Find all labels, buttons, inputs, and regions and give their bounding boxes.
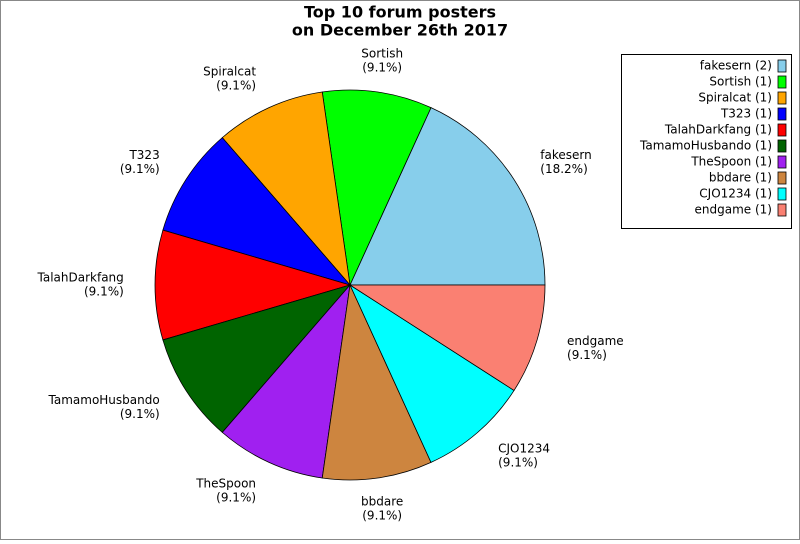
pie-slice	[349, 107, 546, 286]
legend-label: TamamoHusbando (1)	[639, 139, 772, 153]
legend-label: bbdare (1)	[709, 171, 772, 185]
legend-label: TalahDarkfang (1)	[664, 123, 772, 137]
legend-label: Sortish (1)	[709, 75, 772, 89]
pie-slice	[162, 137, 352, 286]
slice-label: fakesern	[540, 148, 591, 162]
legend-label: Spiralcat (1)	[698, 91, 772, 105]
chart-title: Top 10 forum posters	[304, 3, 496, 22]
legend-swatch	[777, 59, 787, 73]
slice-value-label: (9.1%)	[216, 79, 256, 93]
legend-swatch	[777, 187, 787, 201]
legend-swatch	[777, 75, 787, 89]
legend-swatch	[777, 203, 787, 217]
pie-slice	[321, 89, 432, 287]
pie-slice	[154, 229, 352, 341]
legend-box	[621, 54, 792, 229]
slice-value-label: (9.1%)	[216, 490, 256, 504]
slice-value-label: (9.1%)	[498, 455, 538, 469]
legend-label: TheSpoon (1)	[690, 155, 772, 169]
legend-label: fakesern (2)	[700, 59, 772, 73]
pie-slice	[162, 284, 352, 433]
pie-slice	[221, 91, 351, 287]
slice-value-label: (9.1%)	[120, 162, 160, 176]
slice-value-label: (9.1%)	[120, 407, 160, 421]
legend-swatch	[777, 123, 787, 137]
legend-label: T323 (1)	[720, 107, 772, 121]
slice-label: bbdare	[361, 494, 403, 508]
chart-title: on December 26th 2017	[292, 21, 508, 40]
legend-label: CJO1234 (1)	[699, 187, 772, 201]
legend-swatch	[777, 107, 787, 121]
slice-value-label: (9.1%)	[84, 285, 124, 299]
pie-slice	[221, 283, 351, 479]
pie-slice	[321, 283, 432, 481]
pie-slice	[349, 283, 515, 463]
slice-label: Spiralcat	[203, 65, 256, 79]
legend-swatch	[777, 155, 787, 169]
slice-label: TamamoHusbando	[48, 393, 160, 407]
legend-swatch	[777, 139, 787, 153]
slice-value-label: (9.1%)	[567, 348, 607, 362]
slice-value-label: (9.1%)	[362, 508, 402, 522]
legend-swatch	[777, 91, 787, 105]
slice-value-label: (9.1%)	[362, 61, 402, 75]
legend-label: endgame (1)	[695, 203, 772, 217]
slice-label: TheSpoon	[195, 476, 256, 490]
slice-value-label: (18.2%)	[540, 162, 587, 176]
slice-label: Sortish	[361, 47, 403, 61]
slice-label: CJO1234	[498, 441, 550, 455]
legend-swatch	[777, 171, 787, 185]
slice-label: endgame	[567, 334, 624, 348]
slice-label: TalahDarkfang	[37, 271, 124, 285]
pie-slice	[348, 284, 546, 391]
slice-label: T323	[128, 148, 159, 162]
